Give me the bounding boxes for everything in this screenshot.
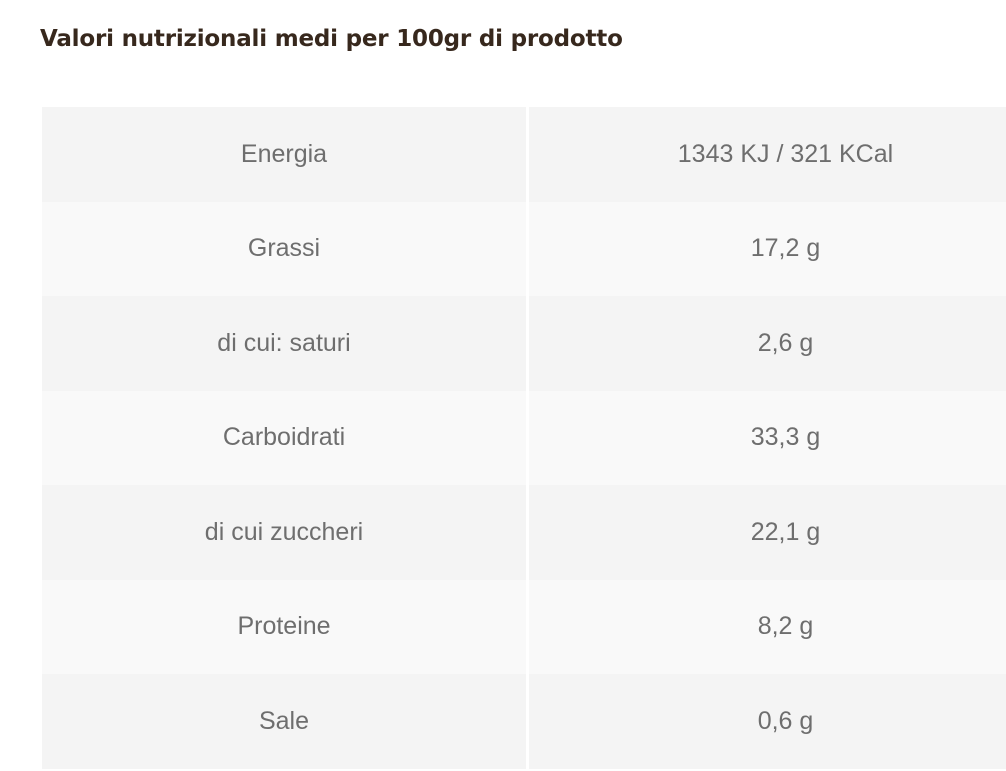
nutrient-value: 8,2 g (527, 579, 1006, 674)
nutrient-label: di cui: saturi (42, 296, 529, 391)
nutrient-value: 0,6 g (527, 674, 1006, 769)
table-row: Carboidrati 33,3 g (42, 390, 1006, 485)
nutrient-label: Sale (42, 674, 529, 769)
nutrient-value: 2,6 g (527, 296, 1006, 391)
nutrient-label: Energia (42, 107, 529, 202)
nutrient-label: Proteine (42, 579, 529, 674)
table-row: Proteine 8,2 g (42, 579, 1006, 674)
nutrient-value: 17,2 g (527, 201, 1006, 296)
nutrition-table: Energia 1343 KJ / 321 KCal Grassi 17,2 g di … (42, 107, 1006, 769)
nutrient-label: Carboidrati (42, 390, 529, 485)
nutrient-value: 22,1 g (527, 485, 1006, 580)
table-row: di cui: saturi 2,6 g (42, 296, 1006, 391)
nutrient-value: 1343 KJ / 321 KCal (527, 107, 1006, 202)
page-title: Valori nutrizionali medi per 100gr di pr… (40, 26, 623, 52)
nutrient-label: Grassi (42, 201, 529, 296)
nutrient-label: di cui zuccheri (42, 485, 529, 580)
table-row: Sale 0,6 g (42, 674, 1006, 769)
table-row: Energia 1343 KJ / 321 KCal (42, 107, 1006, 202)
nutrient-value: 33,3 g (527, 390, 1006, 485)
table-row: Grassi 17,2 g (42, 201, 1006, 296)
table-row: di cui zuccheri 22,1 g (42, 485, 1006, 580)
